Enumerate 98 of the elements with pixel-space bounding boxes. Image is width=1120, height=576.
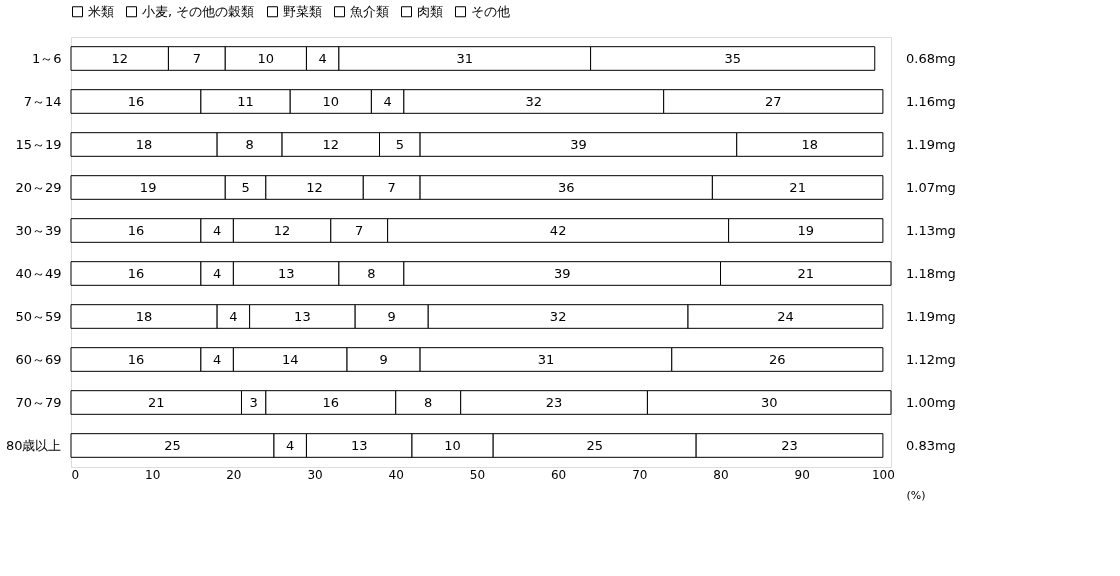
legend-label: 小麦, その他の穀類 bbox=[142, 3, 255, 19]
data-label: 8 bbox=[245, 136, 254, 152]
text: 0.68mg bbox=[906, 50, 956, 66]
data-label: 16 bbox=[322, 394, 340, 410]
data-label: 9 bbox=[379, 351, 388, 367]
data-label: 13 bbox=[350, 437, 368, 453]
text: 1.19mg bbox=[906, 308, 956, 324]
data-label: 4 bbox=[213, 222, 222, 238]
data-label: 27 bbox=[765, 93, 782, 109]
y-tick-label: 70～79 bbox=[15, 394, 62, 410]
data-label: 18 bbox=[135, 308, 153, 324]
data-label: 31 bbox=[537, 351, 555, 367]
data-label: 25 bbox=[164, 437, 181, 453]
data-label: 21 bbox=[797, 265, 815, 281]
data-label: 16 bbox=[127, 265, 145, 281]
y-tick-label: 60～69 bbox=[15, 351, 62, 367]
data-label: 21 bbox=[789, 179, 806, 195]
data-label: 36 bbox=[557, 179, 575, 195]
data-label: 23 bbox=[545, 394, 563, 410]
data-label: 26 bbox=[769, 351, 786, 367]
y-tick-label: 7～14 bbox=[23, 93, 62, 109]
data-label: 42 bbox=[549, 222, 567, 238]
y-tick-label: 40～49 bbox=[15, 265, 62, 281]
data-label: 4 bbox=[383, 93, 392, 109]
data-label: 9 bbox=[387, 308, 396, 324]
data-label: 10 bbox=[444, 437, 461, 453]
y-tick-label: 80歳以上 bbox=[5, 437, 62, 453]
legend-label: 肉類 bbox=[417, 3, 443, 19]
data-label: 19 bbox=[797, 222, 815, 238]
data-label: 12 bbox=[306, 179, 323, 195]
data-label: 7 bbox=[387, 179, 396, 195]
data-label: 7 bbox=[355, 222, 364, 238]
legend-label: 魚介類 bbox=[350, 3, 389, 19]
text: 0.83mg bbox=[906, 437, 956, 453]
data-label: 35 bbox=[724, 50, 741, 66]
data-label: 12 bbox=[273, 222, 291, 238]
data-label: 16 bbox=[127, 351, 145, 367]
data-label: 21 bbox=[147, 394, 165, 410]
x-tick-label: 70 bbox=[632, 467, 648, 482]
data-label: 13 bbox=[294, 308, 311, 324]
y-tick-label: 30～39 bbox=[15, 222, 62, 238]
x-tick-label: 50 bbox=[469, 467, 486, 482]
x-tick-label: 10 bbox=[145, 467, 161, 482]
data-label: 5 bbox=[395, 136, 404, 152]
data-label: 16 bbox=[127, 93, 145, 109]
legend-label: その他 bbox=[471, 3, 510, 19]
data-label: 14 bbox=[281, 351, 299, 367]
data-label: 4 bbox=[213, 351, 222, 367]
data-label: 4 bbox=[213, 265, 222, 281]
x-tick-label: 80 bbox=[713, 467, 729, 482]
y-tick-label: 1～6 bbox=[31, 50, 62, 66]
text: 1.16mg bbox=[906, 93, 956, 109]
text: 1.07mg bbox=[906, 179, 956, 195]
data-label: 5 bbox=[241, 179, 250, 195]
legend-label: 米類 bbox=[88, 3, 114, 19]
data-label: 39 bbox=[570, 136, 587, 152]
x-tick-label: 60 bbox=[550, 467, 567, 482]
data-label: 3 bbox=[249, 394, 258, 410]
data-label: 13 bbox=[277, 265, 295, 281]
data-label: 8 bbox=[424, 394, 433, 410]
data-label: 16 bbox=[127, 222, 145, 238]
data-label: 30 bbox=[760, 394, 778, 410]
data-label: 8 bbox=[367, 265, 376, 281]
legend-label: 野菜類 bbox=[283, 3, 322, 19]
text: 1.00mg bbox=[906, 394, 956, 410]
x-tick-label: 0 bbox=[71, 467, 80, 482]
data-label: 12 bbox=[322, 136, 340, 152]
y-tick-label: 15～19 bbox=[15, 136, 62, 152]
data-label: 11 bbox=[237, 93, 254, 109]
data-label: 23 bbox=[781, 437, 798, 453]
data-label: 12 bbox=[111, 50, 128, 66]
x-axis-title: (%) bbox=[906, 488, 926, 502]
data-label: 32 bbox=[549, 308, 567, 324]
text: 1.19mg bbox=[906, 136, 956, 152]
data-label: 24 bbox=[777, 308, 794, 324]
data-label: 18 bbox=[801, 136, 819, 152]
data-label: 10 bbox=[322, 93, 340, 109]
data-label: 7 bbox=[192, 50, 201, 66]
y-tick-label: 20～29 bbox=[15, 179, 62, 195]
x-tick-label: 30 bbox=[307, 467, 323, 482]
data-label: 4 bbox=[318, 50, 327, 66]
x-tick-label: 20 bbox=[226, 467, 242, 482]
data-label: 4 bbox=[286, 437, 295, 453]
data-label: 19 bbox=[139, 179, 157, 195]
x-tick-label: 90 bbox=[794, 467, 810, 482]
data-label: 32 bbox=[525, 93, 543, 109]
text: 1.13mg bbox=[906, 222, 956, 238]
text: 1.18mg bbox=[906, 265, 956, 281]
x-tick-label: 100 bbox=[871, 467, 895, 482]
data-label: 18 bbox=[135, 136, 153, 152]
y-tick-label: 50～59 bbox=[15, 308, 62, 324]
data-label: 4 bbox=[229, 308, 238, 324]
data-label: 10 bbox=[257, 50, 275, 66]
data-label: 25 bbox=[586, 437, 603, 453]
text: 1.12mg bbox=[906, 351, 956, 367]
data-label: 31 bbox=[456, 50, 474, 66]
data-label: 39 bbox=[553, 265, 571, 281]
x-tick-label: 40 bbox=[388, 467, 404, 482]
